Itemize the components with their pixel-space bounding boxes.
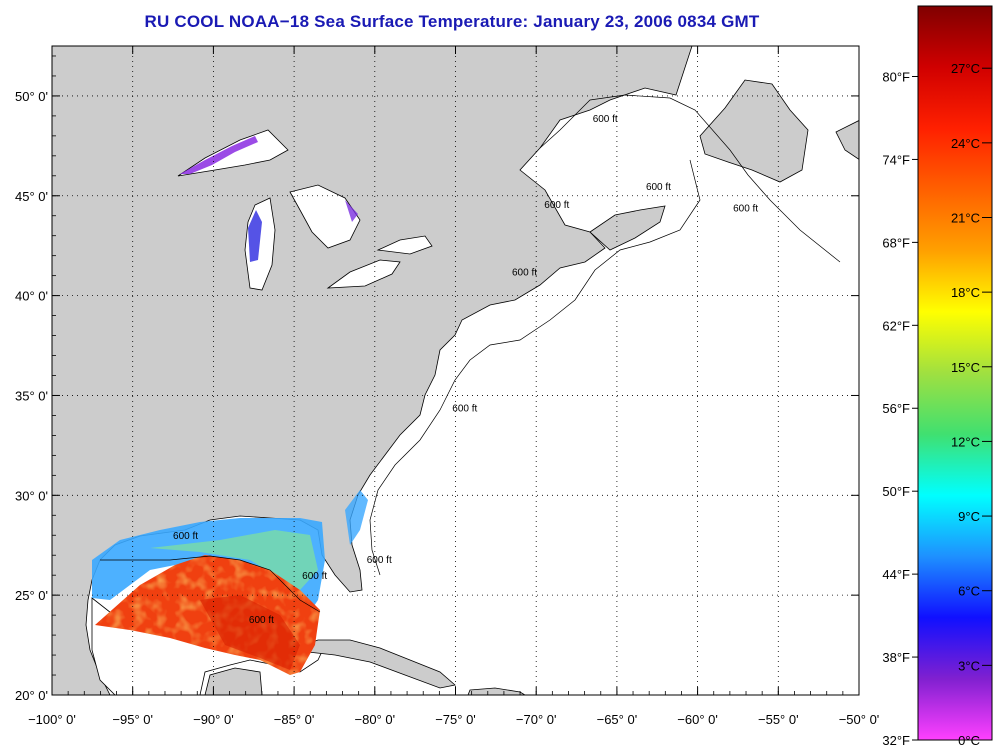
fahrenheit-tick-label: 62°F — [882, 318, 910, 333]
lon-tick-label: −100° 0' — [28, 712, 76, 727]
lon-tick-label: −95° 0' — [112, 712, 153, 727]
longitude-axis: −100° 0' −95° 0' −90° 0' −85° 0' −80° 0' −75°… — [28, 46, 879, 727]
isobath-line — [100, 94, 841, 613]
map-frame: 600 ft 600 ft 600 ft 600 ft 600 ft 600 ft 600 … — [15, 45, 900, 727]
fahrenheit-tick-label: 32°F — [882, 733, 910, 748]
greenland-land — [835, 120, 859, 160]
celsius-scale: 0°C 3°C 6°C 9°C 12°C 15°C 18°C 21°C 24°C 27°C — [951, 61, 992, 748]
lat-tick-label: 20° 0' — [15, 688, 48, 703]
lat-tick-label: 40° 0' — [15, 289, 48, 304]
lon-tick-label: −90° 0' — [193, 712, 234, 727]
fahrenheit-scale: 32°F 38°F 44°F 50°F 56°F 62°F 68°F 74°F 80°F — [882, 69, 918, 748]
isobath-label: 600 ft — [367, 555, 392, 566]
temperature-colorbar: 32°F 38°F 44°F 50°F 56°F 62°F 68°F 74°F 80°F 0°C… — [882, 5, 993, 748]
celsius-tick-label: 21°C — [951, 210, 980, 225]
celsius-tick-label: 6°C — [958, 584, 980, 599]
fahrenheit-tick-label: 56°F — [882, 401, 910, 416]
celsius-tick-label: 12°C — [951, 434, 980, 449]
isobath-label: 600 ft — [452, 403, 477, 414]
fahrenheit-tick-label: 74°F — [882, 152, 910, 167]
lon-tick-label: −80° 0' — [355, 712, 396, 727]
lon-tick-label: −75° 0' — [435, 712, 476, 727]
cuba-land — [289, 639, 456, 689]
celsius-tick-label: 27°C — [951, 61, 980, 76]
fahrenheit-tick-label: 38°F — [882, 650, 910, 665]
celsius-tick-label: 18°C — [951, 285, 980, 300]
celsius-tick-label: 9°C — [958, 509, 980, 524]
lat-tick-label: 25° 0' — [15, 588, 48, 603]
isobath-label: 600 ft — [544, 200, 569, 211]
lon-tick-label: −55° 0' — [758, 712, 799, 727]
lat-tick-label: 30° 0' — [15, 488, 48, 503]
map-title: RU COOL NOAA−18 Sea Surface Temperature:… — [144, 12, 760, 31]
colorbar-gradient — [917, 5, 993, 741]
fahrenheit-tick-label: 50°F — [882, 484, 910, 499]
lake-michigan-sst — [248, 210, 262, 262]
lat-tick-label: 50° 0' — [15, 89, 48, 104]
fahrenheit-tick-label: 68°F — [882, 235, 910, 250]
celsius-tick-label: 0°C — [958, 733, 980, 748]
isobath-labels: 600 ft 600 ft 600 ft 600 ft 600 ft 600 ft 600 … — [173, 114, 900, 626]
celsius-tick-label: 24°C — [951, 136, 980, 151]
lon-tick-label: −70° 0' — [516, 712, 557, 727]
isobath-label: 600 ft — [733, 204, 758, 215]
lon-tick-label: −85° 0' — [274, 712, 315, 727]
lon-tick-label: −60° 0' — [677, 712, 718, 727]
nova-scotia-land — [589, 205, 666, 251]
yucatan-land — [204, 667, 263, 695]
gulf-swath-deep-red — [200, 595, 300, 670]
grid-lines — [52, 46, 859, 695]
latitude-axis: 20° 0' 25° 0' 30° 0' 35° 0' 40° 0' 45° 0' 50° … — [15, 55, 859, 703]
isobath-label: 600 ft — [646, 182, 671, 193]
lat-tick-label: 35° 0' — [15, 388, 48, 403]
hispaniola-land — [467, 687, 526, 695]
lake-ontario — [376, 235, 433, 255]
isobath-label: 600 ft — [173, 531, 198, 542]
fahrenheit-tick-label: 80°F — [882, 69, 910, 84]
isobath-label: 600 ft — [593, 114, 618, 125]
fahrenheit-tick-label: 44°F — [882, 567, 910, 582]
isobath-label: 600 ft — [512, 268, 537, 279]
lon-tick-label: −50° 0' — [839, 712, 880, 727]
lake-huron-sst — [345, 200, 358, 222]
isobath-label: 600 ft — [249, 615, 274, 626]
lat-tick-label: 45° 0' — [15, 189, 48, 204]
celsius-tick-label: 15°C — [951, 360, 980, 375]
newfoundland-land — [699, 79, 809, 183]
lon-tick-label: −65° 0' — [597, 712, 638, 727]
lake-huron — [289, 184, 361, 249]
isobath-label: 600 ft — [875, 204, 900, 215]
isobath-label: 600 ft — [302, 571, 327, 582]
lake-superior-sst — [180, 136, 258, 174]
celsius-tick-label: 3°C — [958, 658, 980, 673]
atlantic-coast-sst — [345, 490, 368, 545]
lake-erie — [326, 259, 401, 289]
